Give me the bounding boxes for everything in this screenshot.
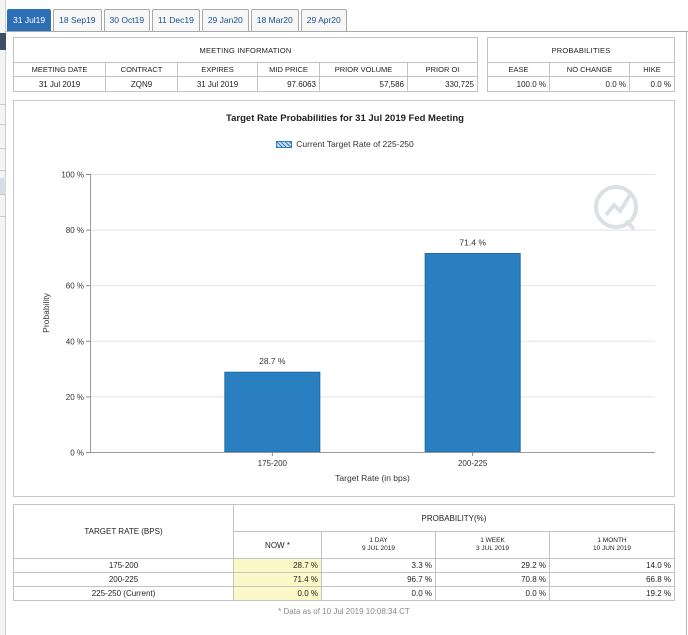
- period-1-month: 1 MONTH 10 JUN 2019: [549, 531, 675, 559]
- meeting-tabs: 31 Jul19 18 Sep19 30 Oct19 11 Dec19 29 J…: [7, 9, 347, 31]
- chart-legend: Current Target Rate of 225-250: [14, 139, 676, 149]
- tab-meeting-4[interactable]: 29 Jan20: [201, 9, 249, 31]
- value-cell: 96.7 %: [321, 572, 436, 587]
- data-timestamp-footnote: * Data as of 10 Jul 2019 10:08:34 CT: [278, 607, 410, 616]
- sidebar-tick: [0, 216, 6, 217]
- period-1-month-label: 1 MONTH: [597, 537, 627, 544]
- sidebar-marker: [0, 178, 6, 194]
- col-mid-price: MID PRICE: [257, 62, 320, 77]
- tab-meeting-6[interactable]: 29 Apr20: [300, 9, 347, 31]
- value-cell: 28.7 %: [233, 558, 322, 573]
- tab-underline: [6, 31, 688, 32]
- hike-value: 0.0 %: [629, 76, 675, 92]
- sidebar-tick: [0, 194, 6, 195]
- bar-layer: 28.7 % 71.4 %: [224, 238, 521, 453]
- ease-value: 100.0 %: [487, 76, 550, 92]
- probabilities-table: PROBABILITIES EASE NO CHANGE HIKE 100.0 …: [487, 37, 675, 92]
- period-1-week-date: 3 JUL 2019: [475, 545, 509, 552]
- rate-cell: 175-200: [13, 558, 234, 573]
- x-axis-title: Target Rate (in bps): [335, 473, 410, 483]
- bar-chart: 28.7 % 71.4 % 0 % 20 % 40 % 60 % 80 % 100 % 175…: [41, 171, 655, 483]
- value-cell: 0.0 %: [233, 586, 322, 601]
- value-cell: 29.2 %: [435, 558, 550, 573]
- col-contract: CONTRACT: [105, 62, 178, 77]
- y-tick-label: 60 %: [66, 282, 84, 291]
- y-axis-title: Probability: [41, 292, 51, 332]
- value-cell: 0.0 %: [321, 586, 436, 601]
- axis-layer: 0 % 20 % 40 % 60 % 80 % 100 % 175-200 200-225 Ta…: [41, 171, 655, 483]
- prior-volume-value: 57,586: [319, 76, 408, 92]
- probabilities-header: PROBABILITIES: [487, 37, 675, 63]
- col-hike: HIKE: [629, 62, 675, 77]
- contract-value: ZQN9: [105, 76, 178, 92]
- legend-label: Current Target Rate of 225-250: [296, 139, 414, 149]
- probability-history-table: TARGET RATE (BPS) PROBABILITY(%) NOW * 1…: [13, 504, 675, 601]
- rate-cell: 200-225: [13, 572, 234, 587]
- bar-175-200: [224, 371, 321, 453]
- period-1-week-label: 1 WEEK: [480, 537, 505, 544]
- value-cell: 71.4 %: [233, 572, 322, 587]
- sidebar-tick: [0, 104, 6, 105]
- meeting-date-value: 31 Jul 2019: [13, 76, 106, 92]
- col-meeting-date: MEETING DATE: [13, 62, 106, 77]
- frame-border: [686, 31, 687, 635]
- period-now: NOW *: [233, 531, 322, 559]
- chart-title: Target Rate Probabilities for 31 Jul 201…: [226, 113, 464, 124]
- sidebar-tick: [0, 124, 6, 125]
- col-prior-oi: PRIOR OI: [407, 62, 478, 77]
- y-tick-label: 40 %: [66, 337, 84, 346]
- value-cell: 70.8 %: [435, 572, 550, 587]
- col-prior-volume: PRIOR VOLUME: [319, 62, 408, 77]
- col-expires: EXPIRES: [177, 62, 258, 77]
- y-tick-label: 100 %: [61, 171, 84, 180]
- tab-meeting-2[interactable]: 30 Oct19: [103, 9, 151, 31]
- y-tick-label: 20 %: [66, 393, 84, 402]
- value-cell: 66.8 %: [549, 572, 675, 587]
- watermark-logo-icon: [594, 185, 638, 231]
- tab-meeting-0[interactable]: 31 Jul19: [7, 9, 52, 31]
- x-tick-label-200-225: 200-225: [458, 459, 488, 468]
- tab-meeting-5[interactable]: 18 Mar20: [250, 9, 299, 31]
- rate-header: TARGET RATE (BPS): [13, 504, 234, 559]
- rate-cell: 225-250 (Current): [13, 586, 234, 601]
- y-tick-label: 0 %: [70, 449, 84, 458]
- period-1-day: 1 DAY 9 JUL 2019: [321, 531, 436, 559]
- data-label-200-225: 71.4 %: [459, 238, 486, 248]
- period-now-label: NOW *: [265, 540, 290, 550]
- table-row: 175-200 28.7 % 3.3 % 29.2 % 14.0 %: [13, 558, 675, 573]
- value-cell: 14.0 %: [549, 558, 675, 573]
- period-1-day-label: 1 DAY: [369, 537, 388, 544]
- tab-meeting-1[interactable]: 18 Sep19: [53, 9, 102, 31]
- grid-layer: [90, 174, 655, 453]
- expires-value: 31 Jul 2019: [177, 76, 258, 92]
- probability-header: PROBABILITY(%): [233, 504, 675, 532]
- y-tick-label: 80 %: [66, 226, 84, 235]
- chart-panel: Target Rate Probabilities for 31 Jul 201…: [13, 100, 675, 497]
- prior-oi-value: 330,725: [407, 76, 478, 92]
- period-1-day-date: 9 JUL 2019: [361, 545, 395, 552]
- sidebar-tick: [0, 170, 6, 171]
- tab-meeting-3[interactable]: 11 Dec19: [152, 9, 200, 31]
- sidebar-tick: [0, 148, 6, 149]
- bar-200-225: [424, 253, 521, 453]
- meeting-info-table: MEETING INFORMATION MEETING DATE CONTRAC…: [13, 37, 478, 92]
- value-cell: 19.2 %: [549, 586, 675, 601]
- data-label-175-200: 28.7 %: [259, 356, 286, 366]
- col-no-change: NO CHANGE: [549, 62, 630, 77]
- period-1-week: 1 WEEK 3 JUL 2019: [435, 531, 550, 559]
- table-row: 225-250 (Current) 0.0 % 0.0 % 0.0 % 19.2…: [13, 586, 675, 601]
- mid-price-value: 97.6063: [257, 76, 320, 92]
- value-cell: 3.3 %: [321, 558, 436, 573]
- sidebar-marker: [0, 33, 6, 50]
- x-tick-label-175-200: 175-200: [258, 459, 288, 468]
- legend-swatch: [276, 141, 293, 148]
- table-row: 200-225 71.4 % 96.7 % 70.8 % 66.8 %: [13, 572, 675, 587]
- meeting-info-header: MEETING INFORMATION: [13, 37, 478, 63]
- col-ease: EASE: [487, 62, 550, 77]
- no-change-value: 0.0 %: [549, 76, 630, 92]
- left-sidebar-strip: [0, 0, 6, 635]
- period-1-month-date: 10 JUN 2019: [593, 545, 631, 552]
- value-cell: 0.0 %: [435, 586, 550, 601]
